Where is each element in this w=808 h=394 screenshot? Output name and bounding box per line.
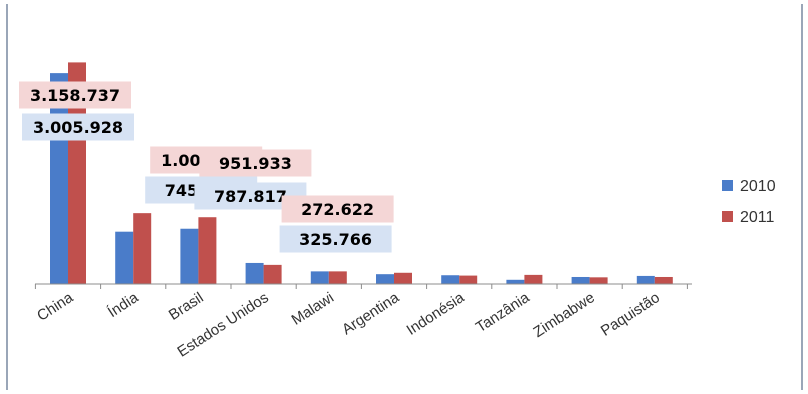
bar-2010-india bbox=[115, 231, 134, 284]
bar-2011-brasil bbox=[198, 217, 217, 284]
x-tick-label-china: China bbox=[34, 289, 77, 325]
data-label-box bbox=[281, 195, 394, 223]
bar-2011-argentina bbox=[394, 272, 412, 284]
bar-2010-brasil bbox=[180, 228, 199, 284]
bar-2011-zimbabwe bbox=[589, 277, 608, 284]
x-tick-label-indonesia: Indonésia bbox=[404, 289, 468, 339]
legend-item-2011: 2011 bbox=[722, 209, 775, 226]
bar-2010-zimbabwe bbox=[571, 276, 590, 284]
legend-swatch bbox=[722, 180, 733, 191]
x-tick-label-argentina: Argentina bbox=[339, 289, 403, 339]
data-label-box bbox=[19, 81, 131, 109]
x-tick-label-paquistao: Paquistão bbox=[598, 289, 663, 340]
bar-2011-paquistao bbox=[654, 276, 673, 284]
chart-frame bbox=[6, 4, 803, 390]
data-label-text: 3.005.928 bbox=[33, 118, 123, 137]
x-tick-label-zimbabwe: Zimbabwe bbox=[530, 289, 597, 341]
data-label-2011-estados-unidos: 272.622 bbox=[281, 195, 394, 223]
bar-2010-malawi bbox=[310, 271, 329, 284]
data-label-text: 272.622 bbox=[301, 200, 374, 219]
data-label-text: 951.933 bbox=[219, 154, 292, 173]
x-tick-label-india: Índia bbox=[105, 289, 142, 321]
bar-2011-tanzania bbox=[524, 274, 543, 284]
bar-2011-india bbox=[133, 213, 152, 284]
legend-swatch bbox=[722, 211, 733, 222]
legend: 2010 2011 bbox=[722, 178, 776, 226]
bar-2011-malawi bbox=[328, 271, 347, 284]
bar-2010-tanzania bbox=[506, 279, 525, 284]
x-tick-label-malawi: Malawi bbox=[289, 289, 337, 329]
data-label-box bbox=[22, 113, 134, 141]
data-label-2011-brasil: 951.933 bbox=[199, 149, 312, 177]
bar-2010-indonesia bbox=[441, 275, 460, 284]
bar-2010-argentina bbox=[376, 274, 394, 284]
data-label-2010-estados-unidos: 325.766 bbox=[279, 225, 392, 253]
data-label-text: 787.817 bbox=[214, 187, 287, 206]
data-label-2010-china: 3.005.928 bbox=[22, 113, 134, 141]
legend-label: 2011 bbox=[740, 209, 775, 226]
bar-2010-paquistao bbox=[636, 275, 655, 284]
data-label-text: 325.766 bbox=[299, 230, 372, 249]
bar-2010-estados-unidos bbox=[245, 262, 264, 284]
data-label-box bbox=[279, 225, 392, 253]
x-axis-ticks bbox=[34, 284, 688, 289]
x-tick-label-brasil: Brasil bbox=[166, 289, 207, 324]
x-tick-label-tanzania: Tanzânia bbox=[473, 289, 533, 336]
data-label-text: 3.158.737 bbox=[30, 86, 120, 105]
bar-2011-estados-unidos bbox=[263, 264, 282, 284]
legend-label: 2010 bbox=[740, 178, 776, 195]
data-labels-group: 3.158.7373.005.9281.009.910745.670951.93… bbox=[19, 81, 394, 253]
legend-item-2010: 2010 bbox=[722, 178, 776, 195]
data-label-2011-china: 3.158.737 bbox=[19, 81, 131, 109]
data-label-box bbox=[199, 149, 312, 177]
bar-2011-indonesia bbox=[459, 275, 478, 284]
